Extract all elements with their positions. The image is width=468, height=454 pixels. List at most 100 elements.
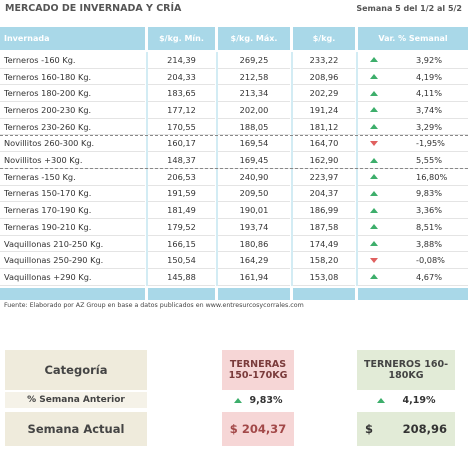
trend-arrow [370, 224, 378, 230]
row-label: Novillitos +300 Kg. [0, 152, 145, 169]
cell-value: 204,33 [148, 69, 215, 86]
variation: 4,19% [416, 71, 443, 82]
cell-value: 169,54 [218, 136, 290, 153]
column-header: Var. % Semanal [358, 27, 468, 50]
cell-value: 164,29 [218, 252, 290, 270]
label-previous: % Semana Anterior [5, 392, 147, 408]
trend-arrow [370, 124, 378, 130]
variation: 3,92% [416, 54, 443, 65]
variation: 3,29% [416, 121, 443, 132]
cell-value: 186,99 [293, 202, 355, 219]
variation-cell: 3,74% [358, 102, 468, 119]
trend-arrow [370, 274, 378, 280]
variation-cell: 16,80% [358, 169, 468, 186]
card-name: TERNEROS 160-180KG [357, 350, 455, 390]
cell-value: 214,39 [148, 52, 215, 69]
price: 208,96 [402, 422, 447, 436]
column-header: Invernada [0, 27, 145, 50]
cell-value: 158,20 [293, 252, 355, 270]
cell-value: 181,49 [148, 202, 215, 219]
cell-value: 170,55 [148, 119, 215, 136]
variation-cell: 3,92% [358, 52, 468, 69]
variation: 5,55% [416, 155, 443, 166]
up-arrow [233, 397, 242, 403]
cell-value: 202,29 [293, 85, 355, 103]
row-label: Terneros 160-180 Kg. [0, 69, 145, 86]
week: Semana 5 del 1/2 al 5/2 [356, 4, 462, 13]
trend-arrow [370, 241, 378, 247]
variation: 3,74% [416, 104, 443, 115]
trend-arrow [370, 257, 378, 263]
cell-value: 208,96 [293, 69, 355, 86]
row-label: Terneras 170-190 Kg. [0, 202, 145, 219]
column-divider [215, 52, 218, 286]
cell-value: 191,59 [148, 186, 215, 203]
trend-arrow [370, 140, 378, 146]
card-variation: 4,19% [357, 392, 455, 408]
group-separator [0, 134, 468, 136]
currency: $ [229, 422, 238, 436]
cell-value: 179,52 [148, 219, 215, 236]
card-price: $208,96 [357, 412, 455, 446]
table-footer-band [358, 287, 468, 300]
cell-value: 202,00 [218, 102, 290, 119]
cell-value: 188,05 [218, 119, 290, 136]
variation-cell: 3,88% [358, 236, 468, 253]
cell-value: 223,97 [293, 169, 355, 186]
cell-value: 180,86 [218, 236, 290, 253]
cell-value: 161,94 [218, 269, 290, 286]
variation: 3,36% [416, 205, 443, 216]
row-label: Terneros 230-260 Kg. [0, 119, 145, 136]
cell-value: 190,01 [218, 202, 290, 219]
trend-arrow [370, 90, 378, 96]
trend-arrow [370, 57, 378, 63]
cell-value: 150,54 [148, 252, 215, 270]
cell-value: 240,90 [218, 169, 290, 186]
table-footer-band [218, 287, 290, 300]
variation: 4,19% [402, 394, 436, 406]
variation-cell: 5,55% [358, 152, 468, 169]
cell-value: 206,53 [148, 169, 215, 186]
row-label: Terneros -160 Kg. [0, 52, 145, 69]
cell-value: 164,70 [293, 136, 355, 153]
trend-arrow [370, 190, 378, 196]
cell-value: 162,90 [293, 152, 355, 169]
footnote: Fuente: Elaborado por AZ Group en base a… [4, 302, 304, 309]
card-name: TERNERAS 150-170KG [222, 350, 294, 390]
variation-cell: 9,83% [358, 186, 468, 203]
row-label: Terneras 190-210 Kg. [0, 219, 145, 236]
price: 204,37 [241, 422, 287, 436]
row-label: Vaquillonas +290 Kg. [0, 269, 145, 286]
cell-value: 181,12 [293, 119, 355, 136]
card-price: $204,37 [222, 412, 294, 446]
variation: 9,83% [416, 188, 443, 199]
cell-value: 204,37 [293, 186, 355, 203]
variation-cell: 3,29% [358, 119, 468, 136]
cell-value: 191,24 [293, 102, 355, 119]
row-label: Terneros 200-230 Kg. [0, 102, 145, 119]
variation-cell: -1,95% [358, 136, 468, 153]
cell-value: 148,37 [148, 152, 215, 169]
cell-value: 269,25 [218, 52, 290, 69]
variation: 8,51% [416, 221, 443, 232]
cell-value: 166,15 [148, 236, 215, 253]
row-label: Novillitos 260-300 Kg. [0, 136, 145, 153]
table-footer-band [0, 287, 145, 300]
row-label: Terneras 150-170 Kg. [0, 186, 145, 203]
up-arrow [376, 397, 385, 403]
row-label: Terneras -150 Kg. [0, 169, 145, 186]
cell-value: 187,58 [293, 219, 355, 236]
row-label: Vaquillonas 250-290 Kg. [0, 252, 145, 270]
cell-value: 153,08 [293, 269, 355, 286]
table-footer-band [148, 287, 215, 300]
cell-value: 177,12 [148, 102, 215, 119]
cell-value: 233,22 [293, 52, 355, 69]
cell-value: 212,58 [218, 69, 290, 86]
row-label: Terneros 180-200 Kg. [0, 85, 145, 103]
trend-arrow [370, 207, 378, 213]
column-header: $/kg. Máx. [218, 27, 290, 50]
trend-arrow [370, 107, 378, 113]
row-label: Vaquillonas 210-250 Kg. [0, 236, 145, 253]
label-category: Categoría [5, 350, 147, 390]
